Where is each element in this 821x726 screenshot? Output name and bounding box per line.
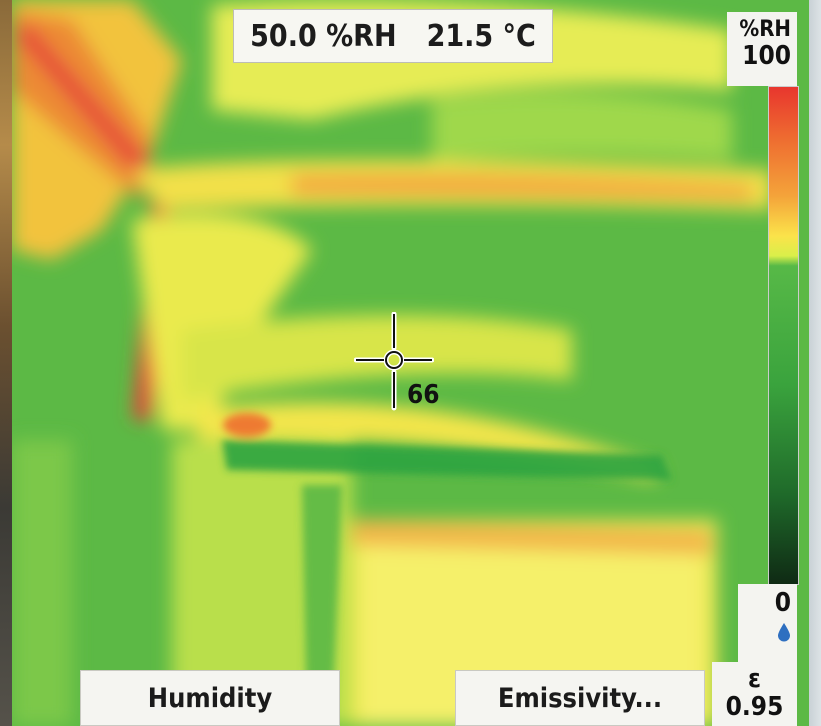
- crosshair-icon: [354, 312, 434, 411]
- thermal-image: [12, 0, 809, 726]
- scale-max: 100: [742, 41, 791, 71]
- temperature-readout: 21.5 °C: [426, 18, 536, 54]
- background-strip-left: [0, 0, 14, 726]
- humidity-button[interactable]: Humidity: [80, 670, 340, 726]
- measurement-readout: 50.0 %RH 21.5 °C: [233, 9, 553, 63]
- scale-top-label: %RH 100: [727, 12, 797, 86]
- emissivity-indicator: ε 0.95: [712, 662, 797, 726]
- scale-bottom-label: 0: [738, 584, 797, 662]
- water-drop-icon: [778, 623, 790, 642]
- emissivity-symbol: ε: [747, 664, 762, 694]
- thermal-image-graphic: [12, 0, 809, 726]
- emissivity-value: 0.95: [725, 692, 784, 722]
- humidity-readout: 50.0 %RH: [250, 18, 397, 54]
- scale-min: 0: [774, 588, 791, 618]
- spot-value: 66: [407, 380, 440, 410]
- scale-unit: %RH: [739, 17, 791, 42]
- emissivity-button[interactable]: Emissivity...: [455, 670, 705, 726]
- color-scale-bar: [768, 86, 799, 585]
